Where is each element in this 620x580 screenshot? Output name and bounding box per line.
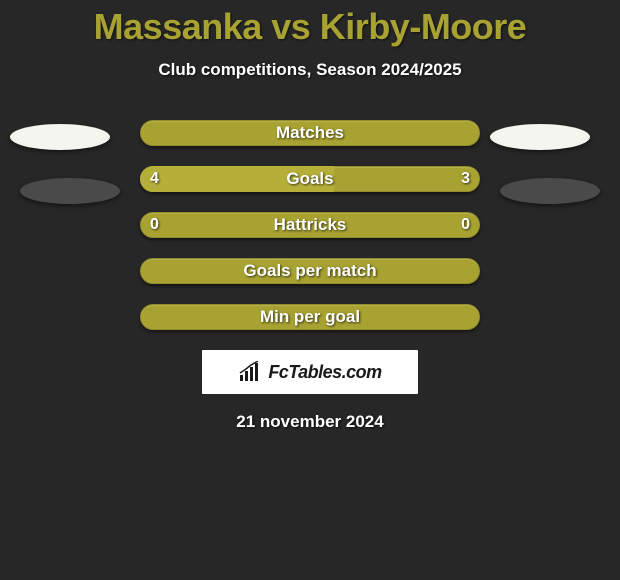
logo-text: FcTables.com — [268, 362, 381, 383]
stat-row-min-per-goal: Min per goal — [140, 304, 480, 330]
page-title: Massanka vs Kirby-Moore — [0, 0, 620, 48]
stat-row-hattricks: Hattricks 0 0 — [140, 212, 480, 238]
logo: FcTables.com — [202, 350, 418, 394]
ellipse-icon — [10, 124, 110, 150]
value-left — [140, 120, 160, 146]
value-left: 4 — [140, 166, 169, 192]
stat-row-goals: Goals 4 3 — [140, 166, 480, 192]
value-left — [140, 258, 160, 284]
ellipse-icon — [500, 178, 600, 204]
bar-label: Matches — [140, 120, 480, 146]
bar-label: Hattricks — [140, 212, 480, 238]
value-right: 0 — [451, 212, 480, 238]
ellipse-icon — [20, 178, 120, 204]
subtitle: Club competitions, Season 2024/2025 — [0, 60, 620, 80]
stat-row-matches: Matches — [140, 120, 480, 146]
ellipse-icon — [490, 124, 590, 150]
bar-label: Min per goal — [140, 304, 480, 330]
bar-label: Goals per match — [140, 258, 480, 284]
value-right — [460, 304, 480, 330]
value-right: 3 — [451, 166, 480, 192]
stats-panel: Matches Goals 4 3 Hattricks 0 0 Goals pe… — [0, 120, 620, 432]
value-left: 0 — [140, 212, 169, 238]
stat-row-goals-per-match: Goals per match — [140, 258, 480, 284]
value-right — [460, 258, 480, 284]
bar-label: Goals — [140, 166, 480, 192]
value-right — [460, 120, 480, 146]
date-label: 21 november 2024 — [0, 412, 620, 432]
chart-icon — [238, 361, 264, 383]
value-left — [140, 304, 160, 330]
